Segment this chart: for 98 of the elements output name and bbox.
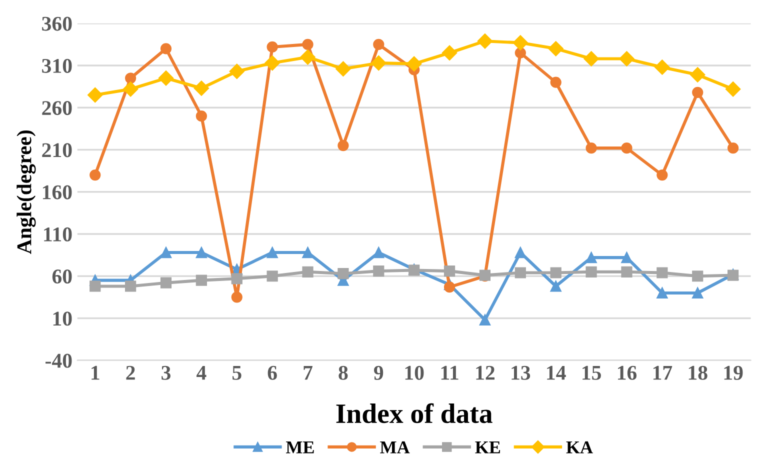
point [122, 82, 138, 97]
point [444, 266, 456, 277]
y-tick-label: 210 [42, 143, 72, 158]
y-tick-label: 360 [42, 16, 72, 31]
point [550, 280, 562, 292]
point [373, 38, 384, 50]
x-tick-label: 8 [338, 366, 348, 380]
y-tick-label: 110 [44, 227, 72, 242]
x-tick-label: 1 [92, 366, 100, 380]
y-axis-title: Angle(degree) [16, 130, 36, 254]
point [586, 142, 597, 154]
point [231, 273, 242, 284]
point [90, 280, 101, 292]
point [88, 87, 103, 103]
x-tick-label: 18 [688, 366, 708, 380]
point [725, 82, 741, 97]
y-tick-label: 260 [42, 101, 72, 116]
point [692, 86, 704, 98]
point [125, 280, 136, 292]
x-tick-label: 17 [653, 366, 672, 380]
x-tick-label: 4 [196, 366, 206, 380]
legend-label: ME [286, 441, 314, 454]
point [302, 246, 314, 258]
point [621, 252, 632, 264]
x-tick-label: 3 [162, 366, 170, 380]
point [302, 266, 314, 278]
x-tick-label: 5 [232, 366, 242, 380]
x-tick-label: 15 [582, 366, 601, 380]
point [160, 43, 172, 54]
point [160, 246, 172, 258]
point [158, 70, 174, 86]
y-tick-label: 10 [53, 312, 72, 326]
y-tick-label: -40 [46, 354, 72, 368]
point [160, 277, 172, 288]
x-tick-label: 6 [268, 366, 277, 380]
x-tick-label: 19 [724, 366, 743, 380]
point [512, 35, 528, 50]
point [550, 76, 562, 88]
point [266, 246, 278, 258]
point [336, 61, 351, 76]
point [692, 287, 704, 299]
point [264, 55, 280, 71]
point [514, 47, 526, 58]
x-tick-label: 9 [374, 366, 384, 380]
point [406, 56, 422, 72]
point [621, 142, 632, 154]
point [371, 55, 386, 71]
point [654, 60, 670, 75]
y-tick-label: 60 [52, 269, 72, 284]
point [656, 287, 668, 299]
point [586, 266, 597, 278]
point [656, 169, 668, 181]
x-tick-label: 16 [618, 366, 637, 380]
point [690, 67, 706, 82]
point [656, 267, 668, 278]
point [619, 51, 634, 66]
point [444, 282, 456, 293]
point [338, 268, 349, 280]
point [90, 169, 101, 181]
point [266, 41, 278, 53]
legend-label: KE [475, 441, 500, 454]
point [442, 45, 458, 60]
legend-label: KA [566, 441, 593, 454]
point [373, 246, 384, 258]
point [514, 246, 526, 258]
x-tick-label: 2 [126, 366, 135, 380]
point [266, 270, 278, 282]
point [194, 80, 210, 96]
point [586, 252, 597, 264]
point [479, 314, 491, 326]
point [550, 267, 562, 278]
point [728, 142, 739, 154]
point [196, 274, 207, 286]
x-tick-label: 13 [512, 366, 530, 380]
x-axis-title: Index of data [336, 403, 492, 424]
point [196, 110, 207, 122]
x-tick-label: 14 [547, 366, 566, 380]
point [514, 267, 526, 278]
x-tick-label: 10 [405, 366, 424, 380]
point [477, 34, 493, 49]
point [584, 51, 599, 66]
point [548, 41, 564, 56]
y-tick-label: 310 [42, 58, 72, 73]
point [231, 292, 242, 303]
x-tick-label: 12 [476, 366, 494, 380]
legend-label: MA [380, 441, 410, 454]
point [373, 266, 384, 277]
x-tick-label: 11 [441, 366, 458, 380]
point [125, 72, 136, 84]
point [338, 140, 349, 152]
point [300, 50, 316, 65]
point [229, 64, 244, 79]
point [196, 246, 207, 258]
point [692, 270, 704, 282]
x-tick-label: 7 [304, 366, 312, 380]
point [302, 38, 314, 50]
point [621, 266, 632, 278]
y-tick-label: 160 [42, 185, 72, 200]
